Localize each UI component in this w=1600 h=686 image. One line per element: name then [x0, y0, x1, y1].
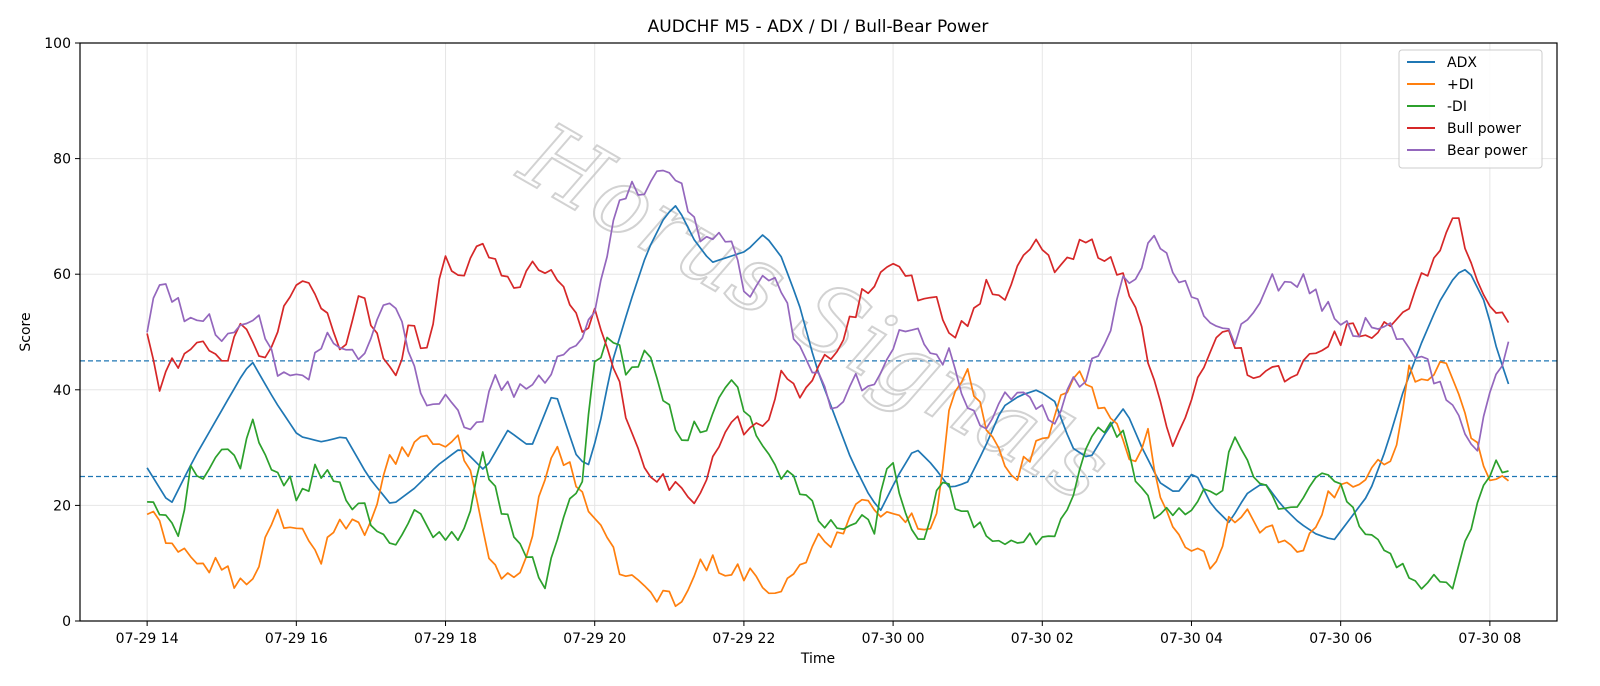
chart-title: AUDCHF M5 - ADX / DI / Bull-Bear Power	[648, 17, 989, 37]
y-axis: 0 20 40 60 80 100	[44, 36, 80, 630]
series-line-bear-power	[146, 169, 1510, 452]
x-axis: 07-29 14 07-29 16 07-29 18 07-29 20 07-29 22…	[116, 621, 1521, 647]
x-tick-label: 07-30 06	[1309, 631, 1372, 647]
series-lines	[146, 169, 1510, 608]
x-tick-label: 07-30 02	[1011, 631, 1074, 647]
x-tick-label: 07-29 22	[712, 631, 775, 647]
reference-lines	[80, 360, 1557, 478]
x-tick-label: 07-30 00	[862, 631, 925, 647]
x-tick-label: 07-29 20	[563, 631, 626, 647]
legend-label-bull-power: Bull power	[1447, 121, 1521, 137]
y-axis-title: Score	[18, 312, 34, 351]
plot-frame	[79, 42, 1558, 622]
series-line-di	[147, 336, 1509, 590]
y-tick-label: 40	[53, 383, 71, 399]
y-tick-label: 100	[44, 36, 71, 52]
y-tick-label: 20	[53, 498, 71, 514]
legend-label-bear-power: Bear power	[1447, 143, 1528, 159]
y-tick-label: 80	[53, 152, 71, 168]
x-axis-title: Time	[800, 651, 835, 667]
legend-label-adx: ADX	[1447, 55, 1477, 71]
legend: ADX +DI -DI Bull power Bear power	[1398, 49, 1543, 169]
y-tick-label: 60	[53, 267, 71, 283]
legend-label-di: -DI	[1447, 99, 1467, 115]
x-tick-label: 07-29 16	[265, 631, 328, 647]
x-tick-label: 07-30 04	[1160, 631, 1223, 647]
legend-box	[1398, 49, 1543, 169]
y-tick-label: 0	[62, 614, 71, 630]
x-tick-label: 07-30 08	[1458, 631, 1521, 647]
x-tick-label: 07-29 14	[116, 631, 179, 647]
series-line-di	[146, 360, 1510, 608]
legend-label-di: +DI	[1447, 77, 1474, 93]
x-tick-label: 07-29 18	[414, 631, 477, 647]
